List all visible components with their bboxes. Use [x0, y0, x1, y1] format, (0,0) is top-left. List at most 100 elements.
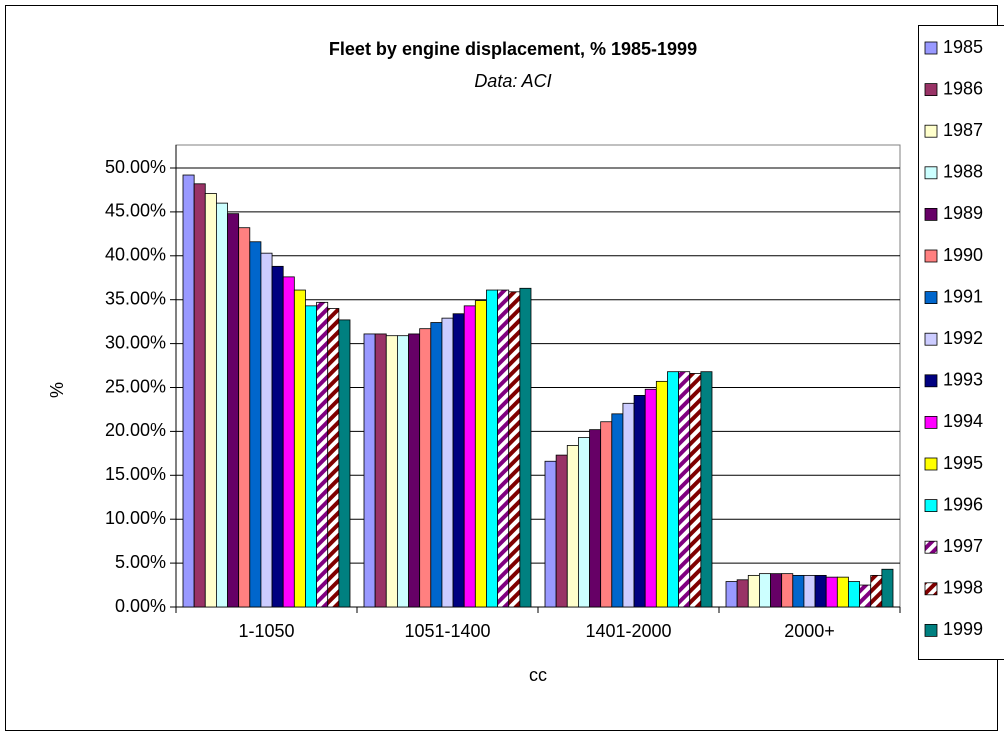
bar: [736, 579, 749, 608]
bar: [441, 317, 454, 608]
bar: [519, 287, 532, 608]
bar: [655, 380, 668, 608]
bar: [305, 305, 318, 608]
y-tick-label: 20.00%: [105, 420, 166, 440]
bar: [293, 289, 306, 608]
bar: [836, 576, 849, 608]
bar: [633, 395, 646, 608]
legend-swatch: [924, 41, 938, 55]
y-tick-label: 50.00%: [105, 157, 166, 177]
bar: [193, 183, 206, 608]
legend-swatch: [924, 332, 938, 346]
bar: [271, 265, 284, 608]
bar: [327, 308, 340, 608]
bar: [430, 322, 443, 608]
bar: [859, 584, 872, 608]
y-axis-label: %: [47, 382, 67, 398]
x-tick-label: 1401-2000: [585, 621, 671, 641]
x-tick-label: 1-1050: [238, 621, 294, 641]
bar: [881, 568, 894, 608]
legend-label: 1996: [943, 494, 983, 514]
bar: [227, 213, 240, 608]
legend-swatch: [924, 249, 938, 263]
legend-swatch: [924, 624, 938, 637]
legend-label: 1988: [943, 162, 983, 182]
bar: [600, 421, 613, 608]
bar: [408, 333, 421, 608]
bar: [374, 333, 387, 608]
bar: [182, 174, 195, 608]
bar: [396, 335, 409, 608]
legend-label: 1987: [943, 120, 983, 140]
chart-subtitle: Data: ACI: [474, 71, 551, 91]
bar: [848, 581, 861, 608]
y-tick-label: 30.00%: [105, 332, 166, 352]
bar: [700, 371, 713, 608]
bar: [508, 291, 521, 608]
bar: [249, 241, 262, 608]
legend-swatch: [924, 83, 938, 96]
x-tick-label: 1051-1400: [404, 621, 490, 641]
x-tick-label: 2000+: [784, 621, 835, 641]
legend-label: 1990: [943, 245, 983, 265]
y-tick-label: 10.00%: [105, 508, 166, 528]
bar: [622, 402, 635, 608]
bar: [238, 227, 251, 608]
chart-title: Fleet by engine displacement, % 1985-199…: [329, 39, 697, 59]
bar: [204, 193, 217, 608]
legend-label: 1985: [943, 37, 983, 57]
legend-swatch: [924, 124, 938, 138]
legend-swatch: [924, 291, 938, 305]
legend-swatch: [924, 374, 938, 388]
y-tick-label: 40.00%: [105, 245, 166, 265]
legend-label: 1989: [943, 203, 983, 223]
legend-label: 1993: [943, 370, 983, 390]
bar: [870, 574, 883, 608]
bar: [555, 454, 568, 608]
legend-swatch: [924, 540, 938, 554]
legend-label: 1991: [943, 286, 983, 306]
legend-label: 1994: [943, 411, 983, 431]
y-tick-label: 5.00%: [115, 552, 166, 572]
bar: [611, 413, 624, 608]
bar: [385, 335, 398, 608]
legend-label: 1998: [943, 578, 983, 598]
bar: [497, 289, 510, 608]
bar: [463, 305, 476, 608]
legend-label: 1995: [943, 453, 983, 473]
bar: [792, 574, 805, 608]
bar: [781, 573, 794, 608]
bar: [667, 371, 680, 608]
x-axis-label: cc: [529, 665, 547, 685]
y-tick-label: 35.00%: [105, 288, 166, 308]
bar: [452, 313, 465, 608]
bar: [644, 388, 657, 608]
bar: [825, 576, 838, 608]
bar: [260, 252, 273, 608]
legend-swatch: [924, 166, 938, 180]
legend-label: 1986: [943, 78, 983, 98]
y-tick-label: 45.00%: [105, 201, 166, 221]
bar: [589, 429, 602, 608]
bar: [803, 574, 816, 608]
bar: [282, 276, 295, 608]
bar: [759, 573, 771, 608]
bar: [725, 581, 738, 608]
bar: [689, 373, 702, 608]
y-tick-label: 15.00%: [105, 464, 166, 484]
bar: [363, 333, 376, 608]
legend-swatch: [924, 207, 938, 221]
legend-swatch: [924, 457, 938, 471]
legend-swatch: [924, 582, 938, 596]
bar: [486, 289, 499, 608]
bar: [316, 301, 329, 608]
y-tick-label: 0.00%: [115, 596, 166, 616]
bar: [578, 437, 590, 608]
bar: [419, 328, 432, 608]
bar: [747, 574, 760, 608]
legend-swatch: [924, 499, 938, 513]
legend-label: 1997: [943, 536, 983, 556]
bar: [474, 300, 487, 608]
bar: [566, 445, 579, 608]
